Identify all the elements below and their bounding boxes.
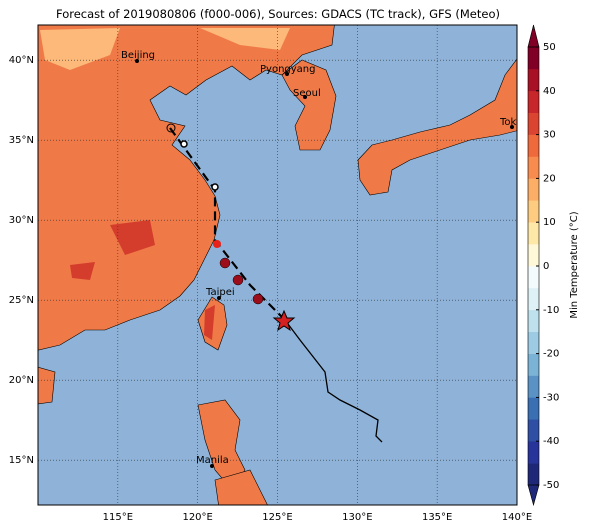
lon-label: 115°E [103,512,133,523]
lon-label: 125°E [262,512,292,523]
colorbar-band [528,156,539,179]
tc-track [166,123,383,443]
lon-label: 130°E [342,512,372,523]
colorbar-band [528,90,539,113]
colorbar-band [528,178,539,201]
lon-label: 120°E [182,512,212,523]
colorbar-band [528,375,539,398]
colorbar-band [528,419,539,442]
city-dot [510,125,514,129]
lat-label: 25°N [9,295,34,306]
colorbar-tick-label: 20 [543,173,556,184]
colorbar-band [528,68,539,92]
colorbar-band [528,200,539,223]
colorbar-band [528,134,539,157]
track-point [252,293,264,305]
colorbar-band [528,331,539,354]
city-label: Taipei [205,287,235,298]
colorbar-tick-label: 30 [543,130,556,141]
hot-patches [70,220,215,340]
colorbar-tick-label: 40 [543,86,556,97]
colorbar-band [528,353,539,376]
current-position-star [272,309,296,332]
track-past [284,319,383,443]
city-dot [135,59,139,63]
lon-label: 140°E [502,512,532,523]
city-dot [210,464,214,468]
lon-label: 135°E [422,512,452,523]
city-label: Pyongyang [260,64,315,75]
colorbar-band [528,441,539,464]
colorbar: -50 -40 -30 -20 -10 0 10 20 30 40 50 [527,24,559,507]
track-point [232,274,244,286]
colorbar-band [528,287,539,311]
city-label: Seoul [293,88,321,99]
colorbar-band [528,397,539,420]
lat-label: 15°N [9,455,34,466]
colorbar-tick-label: 10 [543,217,556,228]
lat-label: 35°N [9,135,34,146]
track-point [211,183,219,191]
lat-label: 30°N [9,215,34,226]
colorbar-band [528,309,539,332]
city-dot [303,95,307,99]
track-point [180,140,188,148]
colorbar-band [528,47,539,70]
city-label: Beijing [121,50,155,61]
map-frame [37,24,518,506]
colorbar-tick-label: 50 [543,42,556,53]
city-dot [285,72,289,76]
city-label: Tokyo [499,117,528,128]
colorbar-tick-label: -40 [543,436,559,447]
colorbar-label: Min Temperature (°C) [569,211,580,318]
graticule [38,25,517,505]
city-dot [217,296,221,300]
lat-label: 40°N [9,55,34,66]
title: Forecast of 2019080806 (f000-006), Sourc… [56,7,500,21]
colorbar-band [528,112,539,135]
colorbar-tick-label: 0 [543,261,549,272]
map-area: Beijing Pyongyang Seoul Tokyo Taipei Man… [38,25,528,505]
colorbar-band [528,463,539,486]
colorbar-arrow [527,24,540,48]
track-point [219,257,231,269]
colorbar-band [528,222,539,245]
colorbar-tick-label: -50 [543,480,559,491]
colorbar-tick-label: -30 [543,392,559,403]
cities: Beijing Pyongyang Seoul Tokyo Taipei Man… [121,50,528,468]
track-point [166,123,176,133]
warm-patches [40,28,290,70]
lat-label: 20°N [9,375,34,386]
colorbar-tick-label: -20 [543,349,559,360]
track-point [213,240,221,248]
colorbar-tick-label: -10 [543,305,559,316]
colorbar-band [528,244,539,267]
colorbar-band [528,266,539,289]
city-label: Manila [196,455,229,466]
colorbar-arrow [527,484,540,507]
